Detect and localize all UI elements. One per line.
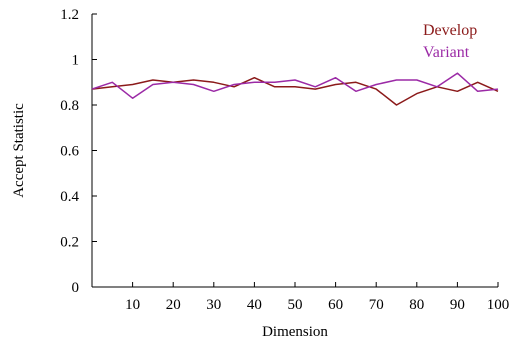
legend-label-develop: Develop [423, 22, 477, 39]
series-line-variant [91, 72, 499, 99]
x-ticks: 10 20 30 40 50 60 70 80 90 100 [125, 282, 509, 313]
x-tick-label: 100 [487, 297, 510, 313]
x-tick-label: 80 [409, 297, 424, 313]
y-tick-label: 1.2 [60, 7, 79, 23]
y-tick-label: 0 [72, 280, 80, 296]
legend: Develop Variant [423, 22, 477, 61]
y-tick-label: 0.4 [60, 189, 79, 205]
x-tick-label: 60 [328, 297, 343, 313]
x-axis-title: Dimension [262, 324, 328, 340]
y-axis-title: Accept Statistic [11, 103, 27, 198]
x-tick-label: 20 [166, 297, 181, 313]
legend-label-variant: Variant [423, 44, 470, 61]
series [91, 72, 499, 106]
y-tick-label: 1 [72, 53, 80, 69]
y-tick-label: 0.6 [60, 144, 79, 160]
x-tick-label: 90 [450, 297, 465, 313]
y-tick-label: 0.2 [60, 235, 79, 251]
x-tick-label: 10 [125, 297, 140, 313]
x-tick-label: 70 [369, 297, 384, 313]
y-ticks: 0 0.2 0.4 0.6 0.8 1 1.2 [60, 7, 97, 296]
x-tick-label: 30 [206, 297, 221, 313]
series-line-develop [91, 76, 499, 106]
x-tick-label: 50 [288, 297, 303, 313]
x-tick-label: 40 [247, 297, 262, 313]
y-tick-label: 0.8 [60, 98, 79, 114]
